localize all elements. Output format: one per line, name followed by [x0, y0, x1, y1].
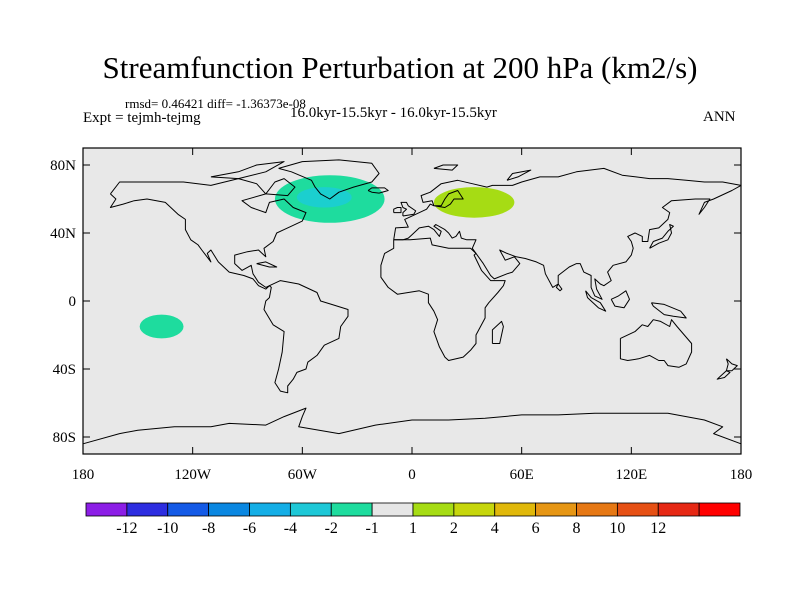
colorbar-swatch: [535, 502, 577, 517]
lon-tick-label: 0: [408, 467, 416, 483]
lon-tick-label: 60W: [288, 467, 318, 483]
colorbar-swatch: [371, 502, 414, 517]
lon-tick-label: 180: [730, 467, 753, 483]
colorbar-label: 12: [650, 520, 666, 537]
scandinavia-anomaly: [433, 187, 515, 218]
season-label: ANN: [703, 109, 736, 125]
lon-tick-label: 120W: [174, 467, 212, 483]
period-label: 16.0kyr-15.5kyr - 16.0kyr-15.5kyr: [290, 105, 497, 121]
coastline-segment: [278, 159, 380, 200]
colorbar-label: 4: [491, 520, 499, 537]
lat-tick-label: 80N: [50, 158, 76, 174]
colorbar-swatch: [494, 502, 537, 517]
coastline-segment: [585, 290, 607, 312]
colorbar-swatch: [453, 502, 496, 517]
lat-tick-label: 40N: [50, 226, 76, 242]
coastline-segment: [82, 407, 742, 445]
coastlines: [82, 159, 742, 445]
colorbar-label: 10: [609, 520, 625, 537]
map-plot-area: [82, 148, 742, 454]
coastline-segment: [380, 237, 506, 361]
colorbar-label: -4: [284, 520, 297, 537]
colorbar-swatch: [167, 502, 210, 517]
map-background: [83, 148, 741, 454]
colorbar-swatch: [249, 502, 291, 517]
lat-tick-label: 0: [69, 294, 77, 310]
stats-label: rmsd= 0.46421 diff= -1.36373e-08: [125, 96, 306, 111]
map-axes: 80N 40N 0 40S 80S 180 120W 60W 0 60E 120E 180: [50, 147, 753, 483]
colorbar-label: -8: [202, 520, 215, 537]
colorbar-swatch: [330, 502, 373, 517]
colorbar-swatch: [412, 502, 455, 517]
coastline-segment: [265, 178, 296, 197]
colorbar-swatch: [289, 502, 332, 517]
colorbar-label: 6: [532, 520, 540, 537]
colorbar-label: 2: [450, 520, 458, 537]
coastline-segment: [650, 302, 687, 319]
coastline-segment: [610, 290, 630, 309]
coastline-segment: [400, 201, 417, 217]
coastline-segment: [716, 370, 731, 380]
coastline-segment: [506, 169, 532, 181]
colorbar: -12 -10 -8 -6 -4 -2 -1 1 2 4 6 8 10 12: [85, 502, 741, 537]
coastline-segment: [433, 164, 459, 171]
colorbar-label: -2: [325, 520, 338, 537]
colorbar-label: -10: [157, 520, 178, 537]
colorbar-label: 1: [409, 520, 417, 537]
coastline-segment: [263, 280, 349, 394]
coastline-segment: [491, 320, 504, 344]
coastline-segment: [210, 161, 285, 180]
coastline-segment: [619, 319, 693, 368]
colorbar-swatch: [616, 502, 659, 517]
lat-tick-label: 80S: [53, 430, 76, 446]
coastline-segment: [109, 178, 307, 290]
chart-title: Streamfunction Perturbation at 200 hPa (…: [102, 50, 698, 85]
coastline-segment: [725, 358, 738, 372]
coastline-segment: [649, 224, 674, 249]
experiment-label: Expt = tejmh-tejmg: [83, 110, 201, 126]
lon-tick-label: 60E: [510, 467, 534, 483]
colorbar-label: -12: [116, 520, 137, 537]
south-pacific-anomaly: [139, 314, 184, 339]
colorbar-swatch: [576, 502, 618, 517]
north-atlantic-anomaly-core: [296, 187, 352, 208]
colorbar-swatch: [126, 502, 169, 517]
lon-tick-label: 180: [72, 467, 95, 483]
colorbar-label: 8: [573, 520, 581, 537]
coastline-segment: [393, 207, 402, 214]
colorbar-swatch: [657, 502, 700, 517]
colorbar-swatch: [85, 502, 128, 517]
coastline-segment: [393, 167, 742, 300]
lat-tick-label: 40S: [53, 362, 76, 378]
coastline-segment: [367, 187, 389, 194]
colorbar-label: -6: [243, 520, 256, 537]
lon-tick-label: 120E: [615, 467, 647, 483]
coastline-segment: [256, 261, 278, 268]
colorbar-swatch: [698, 502, 741, 517]
colorbar-swatch: [208, 502, 250, 517]
coastline-segment: [555, 283, 563, 292]
colorbar-label: -1: [365, 520, 378, 537]
